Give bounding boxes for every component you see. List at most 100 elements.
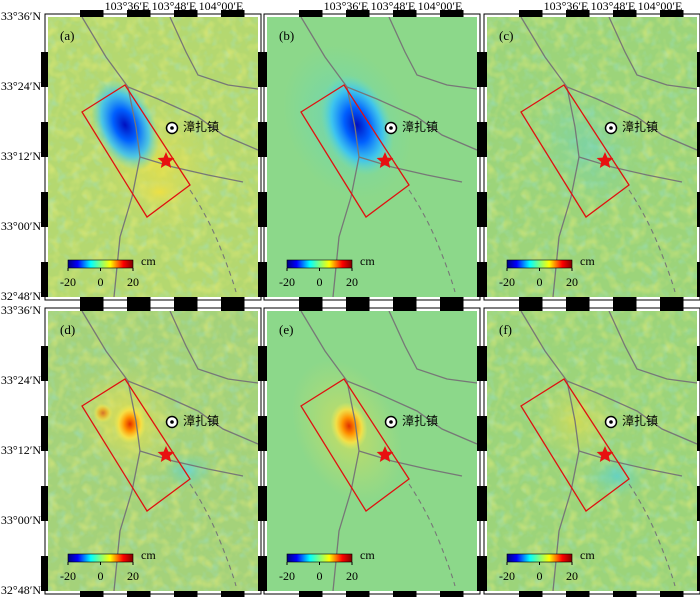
lat-label: 33°24′N <box>1 373 41 387</box>
frame-bar <box>260 192 267 227</box>
panel-label: (a) <box>60 28 74 43</box>
panel-label: (e) <box>279 322 293 337</box>
frame-bar <box>566 304 590 311</box>
frame-bar <box>260 52 267 87</box>
frame-bar <box>299 297 323 304</box>
map-field <box>487 17 697 297</box>
lat-label: 32°48′N <box>1 583 41 597</box>
frame-bar <box>221 591 245 597</box>
lon-label: 103°48′E <box>152 0 197 13</box>
frame-bar <box>80 297 104 304</box>
colorbar-tick-label: 20 <box>127 569 139 583</box>
lat-label: 32°48′N <box>1 289 41 303</box>
frame-bar <box>221 10 245 17</box>
colorbar-unit: cm <box>360 254 375 268</box>
deformation <box>138 178 182 206</box>
colorbar-unit: cm <box>360 548 375 562</box>
town-label: 漳扎镇 <box>622 413 658 428</box>
frame-bar <box>41 486 48 521</box>
frame-bar <box>299 304 323 311</box>
lat-label: 33°36′N <box>1 303 41 317</box>
frame-bar <box>80 304 104 311</box>
frame-bar <box>697 192 700 227</box>
colorbar-tick-label: -20 <box>499 275 515 289</box>
frame-bar <box>127 10 151 17</box>
town-label: 漳扎镇 <box>402 119 438 134</box>
frame-bar <box>660 10 684 17</box>
colorbar-tick-label: 0 <box>537 275 543 289</box>
frame-bar <box>697 122 700 157</box>
map-field <box>267 311 477 591</box>
frame-bar <box>519 591 543 597</box>
lon-label: 103°48′E <box>371 0 416 13</box>
frame-bar <box>480 556 487 591</box>
frame-bar <box>566 297 590 304</box>
frame-bar <box>480 192 487 227</box>
frame-bar <box>519 304 543 311</box>
frame-bar <box>260 262 267 297</box>
lon-label: 103°36′E <box>544 0 589 13</box>
frame-bar <box>566 591 590 597</box>
lat-label: 33°00′N <box>1 219 41 233</box>
lat-label: 33°00′N <box>1 513 41 527</box>
frame-bar <box>346 297 370 304</box>
colorbar-tick-label: 0 <box>317 275 323 289</box>
colorbar <box>506 259 573 269</box>
deformation <box>330 402 368 450</box>
lat-label: 33°12′N <box>1 149 41 163</box>
lat-label: 33°24′N <box>1 79 41 93</box>
frame-bar <box>519 10 543 17</box>
colorbar-unit: cm <box>141 254 156 268</box>
frame-bar <box>697 416 700 451</box>
colorbar-tick-label: 20 <box>566 275 578 289</box>
frame-bar <box>440 297 464 304</box>
colorbar-tick-label: 20 <box>346 275 358 289</box>
frame-bar <box>440 304 464 311</box>
map-field <box>48 311 258 591</box>
frame-bar <box>393 297 417 304</box>
frame-bar <box>174 10 198 17</box>
frame-bar <box>346 591 370 597</box>
frame-bar <box>697 52 700 87</box>
frame-bar <box>697 556 700 591</box>
deformation <box>163 453 213 489</box>
lon-label: 104°00′E <box>418 0 463 13</box>
frame-bar <box>697 346 700 381</box>
frame-bar <box>440 10 464 17</box>
frame-bar <box>260 556 267 591</box>
frame-bar <box>174 304 198 311</box>
frame-bar <box>174 591 198 597</box>
town-label: 漳扎镇 <box>622 119 658 134</box>
colorbar-unit: cm <box>141 548 156 562</box>
town-label: 漳扎镇 <box>183 413 219 428</box>
colorbar-unit: cm <box>580 254 595 268</box>
frame-bar <box>41 556 48 591</box>
lon-label: 103°36′E <box>324 0 369 13</box>
lon-label: 103°48′E <box>591 0 636 13</box>
frame-bar <box>41 122 48 157</box>
frame-bar <box>613 304 637 311</box>
frame-bar <box>299 591 323 597</box>
lat-label: 33°12′N <box>1 443 41 457</box>
deformation <box>91 79 159 171</box>
deformation <box>537 381 617 461</box>
panel-label: (f) <box>499 322 512 337</box>
deformation <box>93 403 113 423</box>
colorbar-tick-label: -20 <box>60 275 76 289</box>
colorbar-tick-label: 0 <box>98 275 104 289</box>
frame-bar <box>393 304 417 311</box>
frame-bar <box>260 486 267 521</box>
map-field <box>487 311 697 591</box>
colorbar-tick-label: -20 <box>279 275 295 289</box>
frame-bar <box>221 304 245 311</box>
frame-bar <box>41 346 48 381</box>
frame-bar <box>41 52 48 87</box>
frame-bar <box>80 591 104 597</box>
panel-label: (c) <box>499 28 513 43</box>
frame-bar <box>480 416 487 451</box>
